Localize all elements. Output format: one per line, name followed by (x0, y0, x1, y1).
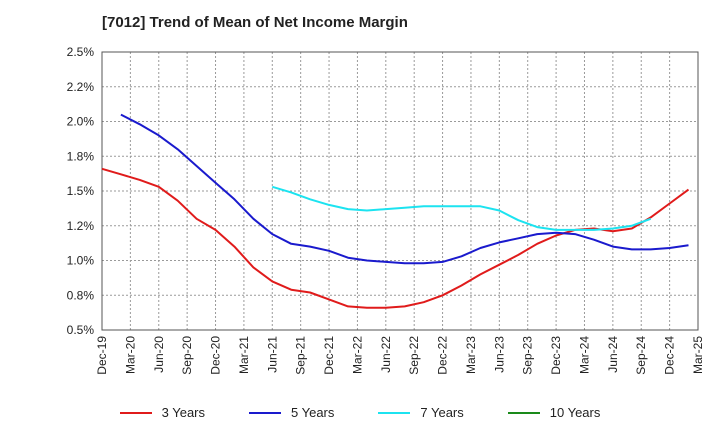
x-tick-label: Dec-20 (209, 336, 223, 375)
legend-label-5-years: 5 Years (291, 405, 335, 420)
y-tick-label: 1.0% (67, 254, 95, 268)
legend-swatch-3-years (119, 411, 152, 414)
legend-swatch-10-years (507, 411, 540, 414)
plot-frame (101, 51, 699, 331)
x-tick-label: Jun-20 (152, 336, 166, 373)
x-tick-label: Dec-23 (549, 336, 563, 375)
legend-label-7-years: 7 Years (420, 405, 464, 420)
y-tick-label: 0.8% (67, 288, 95, 302)
legend-swatch-7-years (378, 411, 411, 414)
x-tick-label: Sep-23 (521, 336, 535, 375)
y-tick-label: 1.5% (67, 184, 95, 198)
legend-item-5-years: 5 Years (249, 405, 334, 420)
legend-label-10-years: 10 Years (549, 405, 601, 420)
legend-swatch-5-years (249, 411, 281, 414)
legend: 3 Years 5 Years 7 Years 10 Years (0, 405, 720, 420)
chart-title: [7012] Trend of Mean of Net Income Margi… (102, 14, 408, 31)
x-tick-label: Dec-22 (436, 336, 450, 375)
x-tick-label: Mar-22 (350, 336, 364, 374)
x-tick-label: Dec-19 (95, 336, 109, 375)
series-line-3-years (101, 167, 690, 309)
x-tick-label: Sep-22 (407, 336, 421, 375)
x-tick-label: Dec-21 (322, 336, 336, 375)
y-tick-label: 2.0% (67, 115, 95, 129)
y-tick-label: 0.5% (67, 323, 95, 337)
series-line-5-years (120, 113, 689, 265)
x-tick-label: Dec-24 (663, 336, 677, 375)
x-tick-label: Jun-22 (379, 336, 393, 373)
y-tick-label: 1.2% (67, 219, 95, 233)
x-tick-label: Mar-24 (577, 336, 591, 374)
x-tick-label: Mar-21 (237, 336, 251, 374)
y-tick-label: 2.2% (67, 80, 95, 94)
y-tick-label: 1.8% (67, 149, 95, 163)
x-tick-label: Mar-25 (691, 336, 705, 374)
x-tick-label: Mar-23 (464, 336, 478, 374)
x-tick-label: Jun-24 (606, 336, 620, 373)
x-tick-label: Sep-24 (634, 336, 648, 375)
series-line-7-years (272, 185, 652, 231)
legend-label-3-years: 3 Years (161, 405, 205, 420)
x-tick-label: Jun-23 (492, 336, 506, 373)
x-tick-label: Sep-21 (294, 336, 308, 375)
legend-item-7-years: 7 Years (378, 405, 464, 420)
y-tick-label: 2.5% (67, 45, 95, 59)
x-tick-label: Jun-21 (265, 336, 279, 373)
x-tick-label: Sep-20 (180, 336, 194, 375)
legend-item-10-years: 10 Years (507, 405, 601, 420)
legend-item-3-years: 3 Years (119, 405, 205, 420)
x-tick-label: Mar-20 (123, 336, 137, 374)
